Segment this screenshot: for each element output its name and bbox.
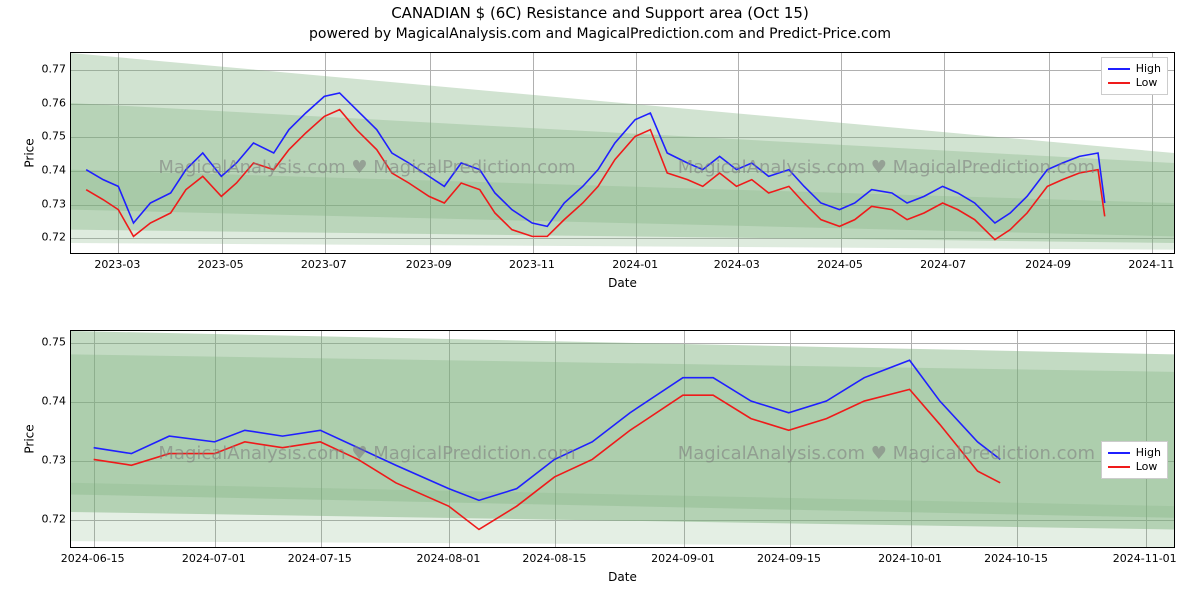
chart-subtitle: powered by MagicalAnalysis.com and Magic… — [0, 26, 1200, 42]
xtick-label: 2024-08-15 — [522, 552, 586, 565]
legend-label: Low — [1136, 460, 1158, 474]
legend-item: Low — [1108, 76, 1161, 90]
xtick-label: 2024-10-15 — [984, 552, 1048, 565]
legend-swatch — [1108, 466, 1130, 468]
xtick-label: 2024-11-01 — [1113, 552, 1177, 565]
xtick-label: 2023-05 — [198, 258, 244, 271]
xtick-label: 2024-09-15 — [757, 552, 821, 565]
xtick-label: 2024-09 — [1025, 258, 1071, 271]
plot-area — [71, 331, 1174, 547]
x-axis-label: Date — [608, 570, 637, 584]
chart-title: CANADIAN $ (6C) Resistance and Support a… — [0, 4, 1200, 22]
ytick-label: 0.72 — [28, 231, 66, 244]
xtick-label: 2024-06-15 — [61, 552, 125, 565]
legend: HighLow — [1101, 57, 1168, 95]
series-low — [86, 110, 1105, 240]
xtick-label: 2023-09 — [406, 258, 452, 271]
xtick-label: 2024-09-01 — [651, 552, 715, 565]
xtick-label: 2024-10-01 — [878, 552, 942, 565]
series-svg — [71, 53, 1174, 253]
legend-swatch — [1108, 82, 1130, 84]
ytick-label: 0.75 — [28, 335, 66, 348]
xtick-label: 2024-08-01 — [416, 552, 480, 565]
ytick-label: 0.73 — [28, 453, 66, 466]
series-svg — [71, 331, 1174, 547]
xtick-label: 2024-01 — [612, 258, 658, 271]
series-low — [94, 389, 1001, 529]
legend-label: Low — [1136, 76, 1158, 90]
xtick-label: 2023-07 — [301, 258, 347, 271]
chart-panel-bottom: HighLow — [70, 330, 1175, 548]
legend-item: High — [1108, 62, 1161, 76]
x-axis-label: Date — [608, 276, 637, 290]
chart-panel-top: HighLow — [70, 52, 1175, 254]
figure: CANADIAN $ (6C) Resistance and Support a… — [0, 0, 1200, 600]
xtick-label: 2023-03 — [94, 258, 140, 271]
y-axis-label: Price — [23, 138, 37, 167]
xtick-label: 2024-03 — [714, 258, 760, 271]
ytick-label: 0.72 — [28, 512, 66, 525]
xtick-label: 2024-07-15 — [288, 552, 352, 565]
legend-swatch — [1108, 452, 1130, 454]
ytick-label: 0.76 — [28, 96, 66, 109]
legend: HighLow — [1101, 441, 1168, 479]
ytick-label: 0.77 — [28, 62, 66, 75]
plot-area — [71, 53, 1174, 253]
series-high — [94, 360, 1001, 500]
xtick-label: 2024-07-01 — [182, 552, 246, 565]
y-axis-label: Price — [23, 424, 37, 453]
legend-label: High — [1136, 62, 1161, 76]
legend-label: High — [1136, 446, 1161, 460]
xtick-label: 2024-07 — [920, 258, 966, 271]
xtick-label: 2024-11 — [1128, 258, 1174, 271]
legend-item: High — [1108, 446, 1161, 460]
ytick-label: 0.74 — [28, 394, 66, 407]
ytick-label: 0.73 — [28, 197, 66, 210]
legend-item: Low — [1108, 460, 1161, 474]
xtick-label: 2023-11 — [509, 258, 555, 271]
xtick-label: 2024-05 — [817, 258, 863, 271]
legend-swatch — [1108, 68, 1130, 70]
